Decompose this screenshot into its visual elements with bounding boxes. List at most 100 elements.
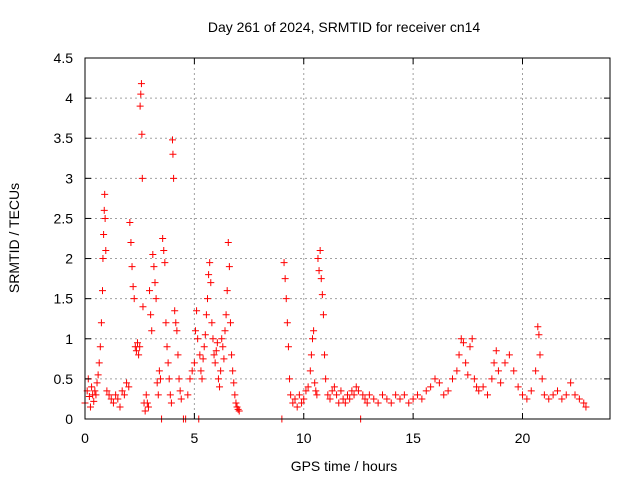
- data-point: [341, 399, 349, 407]
- y-tick-label: 2.5: [54, 210, 74, 226]
- data-point: [216, 383, 224, 391]
- data-point: [427, 383, 435, 391]
- data-point: [146, 287, 154, 295]
- data-point: [286, 375, 294, 383]
- data-point: [144, 403, 152, 411]
- data-point: [96, 343, 104, 351]
- data-point: [363, 399, 371, 407]
- data-point: [554, 387, 561, 395]
- data-point: [155, 367, 163, 375]
- data-point: [99, 287, 106, 295]
- data-point: [306, 367, 314, 375]
- data-point: [153, 379, 161, 387]
- data-point: [383, 395, 391, 403]
- data-point: [201, 331, 209, 339]
- data-point: [582, 403, 590, 411]
- data-point: [464, 371, 472, 379]
- data-point: [197, 367, 205, 375]
- data-point: [222, 311, 230, 319]
- data-point: [138, 130, 146, 138]
- data-point: [101, 214, 109, 222]
- data-point: [164, 359, 172, 367]
- data-point: [175, 375, 183, 383]
- data-point: [151, 279, 159, 287]
- data-point: [333, 391, 341, 399]
- data-point: [188, 367, 196, 375]
- data-point: [400, 391, 408, 399]
- data-point: [307, 351, 315, 359]
- data-point: [284, 343, 292, 351]
- data-point: [127, 239, 135, 247]
- data-point: [212, 347, 220, 355]
- data-point: [209, 335, 217, 343]
- data-point: [173, 327, 181, 335]
- data-point: [100, 206, 108, 214]
- data-point: [101, 190, 109, 198]
- data-point: [194, 335, 202, 343]
- data-point: [337, 387, 345, 395]
- data-point: [95, 359, 103, 367]
- data-point: [102, 247, 110, 255]
- data-point: [352, 383, 360, 391]
- data-point: [350, 391, 358, 399]
- data-point: [219, 343, 227, 351]
- data-point: [198, 375, 206, 383]
- data-point: [575, 395, 583, 403]
- data-point: [94, 371, 102, 379]
- data-point: [414, 391, 421, 399]
- data-point: [490, 359, 498, 367]
- grid-lines: [85, 58, 610, 419]
- data-point: [282, 295, 290, 303]
- data-point: [571, 391, 579, 399]
- data-point: [126, 218, 134, 226]
- data-point: [354, 387, 362, 395]
- data-point: [105, 391, 113, 399]
- data-point: [545, 395, 553, 403]
- data-point: [314, 255, 322, 263]
- y-axis-ticks: 0 0.5 1 1.5 2 2.5 3 3.5 4 4.5: [54, 50, 610, 427]
- data-point: [170, 174, 178, 182]
- data-point: [234, 405, 242, 413]
- data-point: [135, 351, 143, 359]
- y-tick-label: 0.5: [54, 371, 74, 387]
- data-point: [322, 375, 330, 383]
- data-point: [176, 387, 184, 395]
- data-point: [143, 399, 151, 407]
- data-point: [207, 279, 215, 287]
- data-point: [444, 387, 452, 395]
- data-point: [418, 395, 426, 403]
- data-point: [137, 90, 145, 98]
- data-point: [523, 395, 531, 403]
- data-point: [109, 399, 117, 407]
- data-point: [319, 311, 327, 319]
- data-point: [138, 174, 146, 182]
- data-point: [431, 375, 439, 383]
- data-point: [280, 259, 288, 267]
- data-point: [387, 399, 395, 407]
- data-point: [468, 335, 476, 343]
- data-point: [532, 367, 540, 375]
- data-point: [324, 391, 332, 399]
- data-point: [156, 375, 164, 383]
- data-point: [534, 323, 542, 331]
- data-point: [488, 375, 496, 383]
- data-point: [339, 395, 347, 403]
- data-point: [295, 391, 303, 399]
- data-point: [97, 319, 105, 327]
- data-point: [580, 399, 588, 407]
- data-point: [202, 311, 210, 319]
- data-point: [166, 391, 174, 399]
- data-point: [312, 387, 320, 395]
- x-tick-label: 10: [296, 430, 312, 446]
- data-point: [505, 351, 513, 359]
- data-point: [315, 267, 323, 275]
- data-point: [359, 391, 367, 399]
- data-point: [379, 391, 386, 399]
- data-point: [136, 102, 144, 110]
- data-point: [370, 395, 378, 403]
- data-point: [302, 387, 310, 395]
- data-point: [139, 303, 147, 311]
- data-point: [484, 391, 491, 399]
- y-tick-label: 4.5: [54, 50, 74, 66]
